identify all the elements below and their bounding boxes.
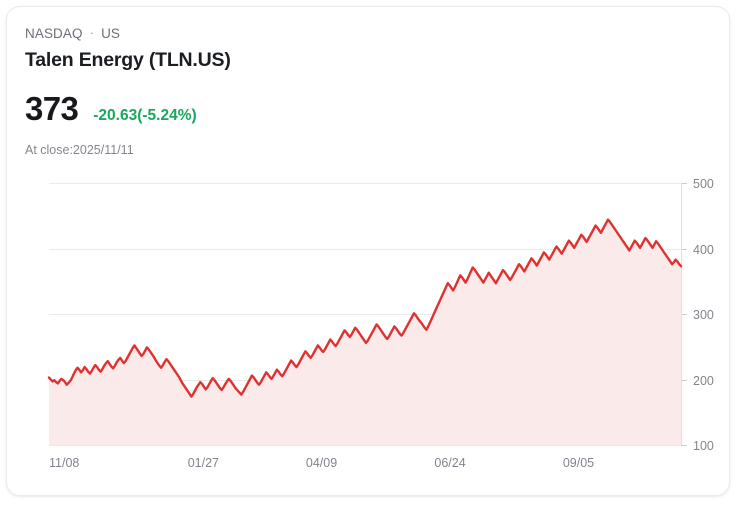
price-change: -20.63(-5.24%) <box>93 107 197 124</box>
price-area-fill <box>49 219 681 445</box>
page-title: Talen Energy (TLN.US) <box>25 49 231 71</box>
price-chart[interactable]: 500 400 300 200 100 11/08 01/27 04/09 06/24 09/05 <box>7 167 729 477</box>
y-axis-tick-label: 300 <box>693 308 714 322</box>
exchange-label: NASDAQ <box>25 26 83 41</box>
x-axis-tick-label: 11/08 <box>49 456 79 470</box>
x-axis-tick-label: 06/24 <box>434 456 465 470</box>
close-timestamp: At close:2025/11/11 <box>25 143 134 157</box>
stock-quote-card: NASDAQ · US Talen Energy (TLN.US) 373 -2… <box>6 6 730 496</box>
x-axis-tick-label: 09/05 <box>563 456 594 470</box>
region-label: US <box>101 26 121 41</box>
quote-header: NASDAQ · US Talen Energy (TLN.US) 373 -2… <box>25 25 711 158</box>
y-axis-tick-label: 200 <box>693 374 714 388</box>
y-axis-tick-label: 100 <box>693 439 714 453</box>
quote-row: 373 -20.63(-5.24%) <box>25 90 711 128</box>
current-price: 373 <box>25 90 79 127</box>
x-axis-tick-label: 01/27 <box>188 456 219 470</box>
exchange-row: NASDAQ · US <box>25 25 711 43</box>
x-axis-tick-label: 04/09 <box>306 456 337 470</box>
separator-dot: · <box>89 25 95 40</box>
y-axis-tick-label: 500 <box>693 177 714 191</box>
price-chart-svg: 500 400 300 200 100 11/08 01/27 04/09 06/24 09/05 <box>47 177 714 470</box>
price-line <box>47 218 683 398</box>
y-axis-tick-label: 400 <box>693 243 714 257</box>
